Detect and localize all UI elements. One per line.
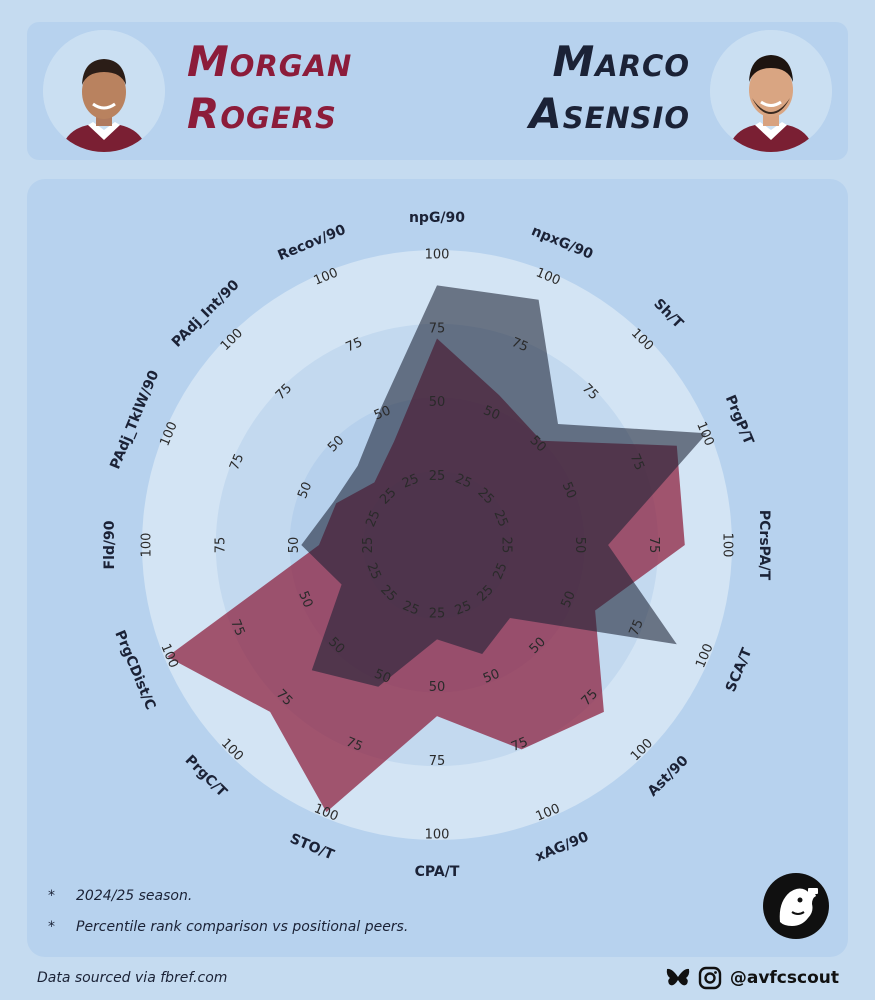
player-first-name-left: Morgan [187, 37, 353, 86]
ring-label-25: 25 [490, 508, 510, 529]
instagram-icon[interactable] [698, 966, 722, 990]
ring-label-25: 25 [490, 561, 510, 582]
player-last-name-left: Rogers [187, 89, 337, 138]
series-1-area [301, 285, 707, 687]
player-first-name-right: Marco [552, 37, 690, 86]
metric-label: Sh/T [650, 296, 686, 332]
player-photo-right-icon [710, 30, 832, 152]
metric-label: PCrsPA/T [756, 510, 772, 581]
ring-label-25: 25 [400, 598, 421, 618]
ring-label-100: 100 [720, 533, 735, 558]
note-2: * Percentile rank comparison vs positiona… [48, 919, 408, 935]
metric-label: npG/90 [409, 210, 465, 226]
ring-label-25: 25 [363, 561, 383, 582]
metric-label: PrgC/T [182, 752, 230, 800]
ring-label-75: 75 [627, 452, 647, 473]
ring-label-75: 75 [213, 537, 228, 554]
metric-label: Recov/90 [276, 222, 349, 264]
ring-label-25: 25 [400, 471, 421, 491]
metric-label: xAG/90 [533, 829, 591, 865]
player-photo-left-icon [43, 30, 165, 152]
ring-label-25: 25 [453, 598, 474, 618]
ring-label-75: 75 [646, 537, 661, 554]
ring-label-50: 50 [429, 395, 446, 410]
ring-label-25: 25 [361, 537, 376, 554]
ring-label-75: 75 [344, 335, 365, 355]
ring-label-25: 25 [429, 469, 446, 484]
ring-label-75: 75 [344, 735, 365, 755]
ring-label-75: 75 [429, 754, 446, 769]
ring-label-50: 50 [372, 403, 393, 423]
note-1-text: 2024/25 season. [76, 888, 193, 904]
avatar-morgan-rogers [43, 30, 165, 152]
ring-label-50: 50 [429, 680, 446, 695]
ring-label-50: 50 [287, 537, 302, 554]
metric-label: STO/T [287, 831, 336, 864]
ring-label-75: 75 [227, 617, 247, 638]
player-name-right: Marco Asensio [529, 36, 690, 140]
ring-label-50: 50 [372, 667, 393, 687]
ring-label-50: 50 [481, 667, 502, 687]
header-card: Morgan Rogers Marco Asensio [27, 22, 848, 160]
ring-label-75: 75 [509, 735, 530, 755]
social-handle: @avfcscout [666, 966, 839, 990]
note-1-bullet: * [48, 888, 55, 904]
handle-text[interactable]: @avfcscout [729, 968, 839, 988]
metric-label: SCA/T [723, 645, 756, 694]
ring-label-25: 25 [453, 471, 474, 491]
player-last-name-right: Asensio [529, 89, 690, 138]
data-source: Data sourced via fbref.com [37, 970, 228, 986]
metric-label: PrgP/T [722, 393, 757, 448]
note-2-text: Percentile rank comparison vs positional… [76, 919, 409, 935]
avatar-marco-asensio [710, 30, 832, 152]
ring-label-100: 100 [140, 533, 155, 558]
ring-label-75: 75 [429, 321, 446, 336]
ring-label-100: 100 [425, 828, 450, 843]
metric-label: CPA/T [415, 864, 460, 880]
ring-label-25: 25 [363, 508, 383, 529]
note-2-bullet: * [48, 919, 55, 935]
metric-label: npxG/90 [529, 223, 596, 263]
player-name-left: Morgan Rogers [187, 36, 352, 140]
ring-label-100: 100 [425, 248, 450, 263]
ring-label-50: 50 [481, 403, 502, 423]
ring-label-50: 50 [572, 537, 587, 554]
ring-label-75: 75 [227, 452, 247, 473]
metric-label: Fld/90 [102, 520, 118, 569]
ring-label-50: 50 [295, 589, 315, 610]
bluesky-icon[interactable] [666, 967, 690, 989]
metric-label: PrgCDist/C [111, 628, 158, 712]
ring-label-50: 50 [559, 480, 579, 501]
metric-label: PAdj_TklW/90 [107, 368, 162, 472]
ring-label-75: 75 [509, 335, 530, 355]
ring-label-25: 25 [429, 606, 446, 621]
ring-label-50: 50 [295, 480, 315, 501]
metric-label: Ast/90 [645, 753, 692, 800]
ring-label-25: 25 [498, 537, 513, 554]
note-1: * 2024/25 season. [48, 888, 192, 904]
ring-label-75: 75 [627, 617, 647, 638]
villa-lion-logo-icon [762, 872, 830, 940]
ring-label-50: 50 [559, 589, 579, 610]
